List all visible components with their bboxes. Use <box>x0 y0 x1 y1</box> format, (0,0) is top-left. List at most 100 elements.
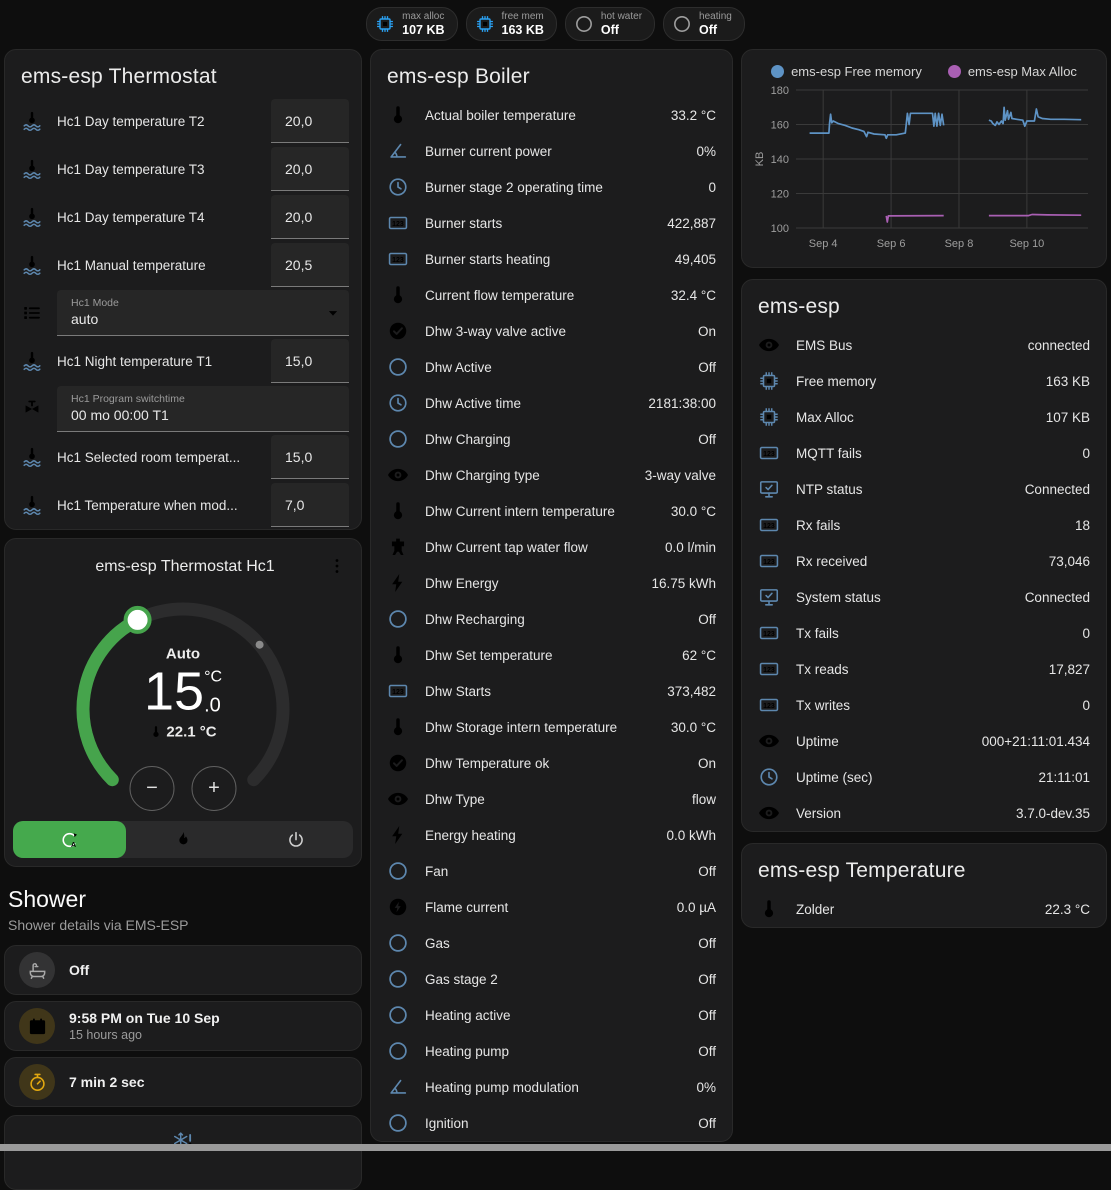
entity-row[interactable]: Dhw Storage intern temperature 30.0 °C <box>371 709 732 745</box>
entity-row[interactable]: Heating active Off <box>371 997 732 1033</box>
horizontal-scrollbar[interactable] <box>0 1144 1111 1151</box>
entity-row[interactable]: Uptime 000+21:11:01.434 <box>742 723 1106 759</box>
entity-row[interactable]: Burner starts 422,887 <box>371 205 732 241</box>
shower-row-value: Off <box>69 961 90 978</box>
entity-row[interactable]: System status Connected <box>742 579 1106 615</box>
counter-icon <box>758 658 780 680</box>
badge-hot-water[interactable]: hot water Off <box>564 7 656 41</box>
dashboard-grid: ems-esp Thermostat Hc1 Day temperature T… <box>0 41 1111 1190</box>
entity-row[interactable]: Dhw Current tap water flow 0.0 l/min <box>371 529 732 565</box>
entity-row[interactable]: Tx fails 0 <box>742 615 1106 651</box>
number-input[interactable] <box>271 339 349 383</box>
number-input[interactable] <box>271 435 349 479</box>
badge-heating[interactable]: heating Off <box>663 7 745 41</box>
entity-value: 62 °C <box>682 647 716 663</box>
entity-row[interactable]: Dhw Charging Off <box>371 421 732 457</box>
number-input[interactable] <box>271 195 349 239</box>
entity-value: Off <box>698 971 716 987</box>
y-axis-label: KB <box>754 152 766 167</box>
thermostat-card-title: ems-esp Thermostat <box>21 65 217 88</box>
thermometer-icon <box>387 104 409 126</box>
hvac-mode-auto-button[interactable] <box>13 821 127 858</box>
dial-gauge[interactable] <box>58 589 308 795</box>
entity-row[interactable]: Dhw Set temperature 62 °C <box>371 637 732 673</box>
dial-knob[interactable] <box>123 605 152 634</box>
entity-row[interactable]: Flame current 0.0 µA <box>371 889 732 925</box>
entity-row[interactable]: Energy heating 0.0 kWh <box>371 817 732 853</box>
right-column: ems-esp Free memory ems-esp Max Alloc 100… <box>741 49 1107 1190</box>
entity-row[interactable]: Dhw Starts 373,482 <box>371 673 732 709</box>
number-input[interactable] <box>271 147 349 191</box>
entity-name: System status <box>796 589 881 605</box>
more-options-button[interactable] <box>319 549 355 585</box>
hvac-mode-power-button[interactable] <box>240 821 353 858</box>
entity-row[interactable]: Dhw Energy 16.75 kWh <box>371 565 732 601</box>
entity-value: 49,405 <box>674 251 716 267</box>
eye-icon <box>758 730 780 752</box>
entity-row[interactable]: Gas stage 2 Off <box>371 961 732 997</box>
number-input[interactable] <box>271 483 349 527</box>
entity-row[interactable]: Dhw Charging type 3-way valve <box>371 457 732 493</box>
entity-row[interactable]: Actual boiler temperature 33.2 °C <box>371 97 732 133</box>
entity-row[interactable]: Uptime (sec) 21:11:01 <box>742 759 1106 795</box>
legend-item[interactable]: ems-esp Free memory <box>771 64 922 79</box>
badge-max-alloc[interactable]: max alloc 107 KB <box>366 7 458 41</box>
check-circle-icon <box>387 752 409 774</box>
entity-row[interactable]: Dhw Current intern temperature 30.0 °C <box>371 493 732 529</box>
entity-row[interactable]: MQTT fails 0 <box>742 435 1106 471</box>
entity-row[interactable]: Version 3.7.0-dev.35 <box>742 795 1106 831</box>
entity-name: Dhw Set temperature <box>425 647 553 663</box>
shower-row[interactable]: 7 min 2 sec <box>4 1057 362 1107</box>
number-input[interactable] <box>271 243 349 287</box>
entity-row[interactable]: Free memory 163 KB <box>742 363 1106 399</box>
entity-row[interactable]: Rx received 73,046 <box>742 543 1106 579</box>
shower-row[interactable]: 9:58 PM on Tue 10 Sep 15 hours ago <box>4 1001 362 1051</box>
entity-row[interactable]: Dhw Temperature ok On <box>371 745 732 781</box>
entity-value: 30.0 °C <box>670 503 716 519</box>
thermostat-row: Hc1 Day temperature T4 <box>5 193 361 241</box>
entity-row[interactable]: Heating pump modulation 0% <box>371 1069 732 1105</box>
badge-value: 107 KB <box>402 22 445 37</box>
entity-row[interactable]: Ignition Off <box>371 1105 732 1141</box>
entity-row[interactable]: Dhw Recharging Off <box>371 601 732 637</box>
entity-row[interactable]: Burner starts heating 49,405 <box>371 241 732 277</box>
entity-row[interactable]: Burner stage 2 operating time 0 <box>371 169 732 205</box>
circle-outline-icon <box>387 1004 409 1026</box>
switchtime-field[interactable]: Hc1 Program switchtime 00 mo 00:00 T1 <box>57 386 349 432</box>
entity-row[interactable]: Zolder 22.3 °C <box>742 891 1106 927</box>
mode-select[interactable]: Hc1 Mode auto <box>57 290 349 336</box>
entity-row[interactable]: Max Alloc 107 KB <box>742 399 1106 435</box>
entity-row[interactable]: Fan Off <box>371 853 732 889</box>
entity-row[interactable]: Rx fails 18 <box>742 507 1106 543</box>
entity-row[interactable]: EMS Bus connected <box>742 327 1106 363</box>
legend-label: ems-esp Max Alloc <box>967 63 1077 79</box>
decrease-temp-button[interactable]: − <box>129 766 175 811</box>
legend-item[interactable]: ems-esp Max Alloc <box>947 63 1077 79</box>
entity-row[interactable]: Current flow temperature 32.4 °C <box>371 277 732 313</box>
entity-row[interactable]: Heating pump Off <box>371 1033 732 1069</box>
entity-row[interactable]: Tx reads 17,827 <box>742 651 1106 687</box>
entity-row[interactable]: Burner current power 0% <box>371 133 732 169</box>
entity-row[interactable]: Gas Off <box>371 925 732 961</box>
entity-row[interactable]: Dhw 3-way valve active On <box>371 313 732 349</box>
boiler-card-title: ems-esp Boiler <box>387 65 530 88</box>
entity-row[interactable]: NTP status Connected <box>742 471 1106 507</box>
y-tick-label: 100 <box>771 223 789 235</box>
shower-row-value: 9:58 PM on Tue 10 Sep <box>69 1009 220 1026</box>
number-input[interactable] <box>271 99 349 143</box>
increase-temp-button[interactable]: + <box>191 766 237 811</box>
entity-row[interactable]: Dhw Active time 2181:38:00 <box>371 385 732 421</box>
entity-name: Dhw Starts <box>425 683 492 699</box>
entity-row[interactable]: Dhw Type flow <box>371 781 732 817</box>
eye-icon <box>387 788 409 810</box>
badge-free-mem[interactable]: free mem 163 KB <box>465 7 557 41</box>
entity-row[interactable]: Tx writes 0 <box>742 687 1106 723</box>
entity-row[interactable]: Dhw Active Off <box>371 349 732 385</box>
entity-value: 22.3 °C <box>1044 901 1090 917</box>
thermostat-row: Hc1 Manual temperature <box>5 241 361 289</box>
entity-name: Dhw Energy <box>425 575 499 591</box>
hvac-mode-flame-button[interactable] <box>126 821 239 858</box>
shower-alert-card[interactable] <box>4 1115 362 1190</box>
shower-row[interactable]: Off <box>4 945 362 995</box>
badge-value: Off <box>600 22 619 37</box>
